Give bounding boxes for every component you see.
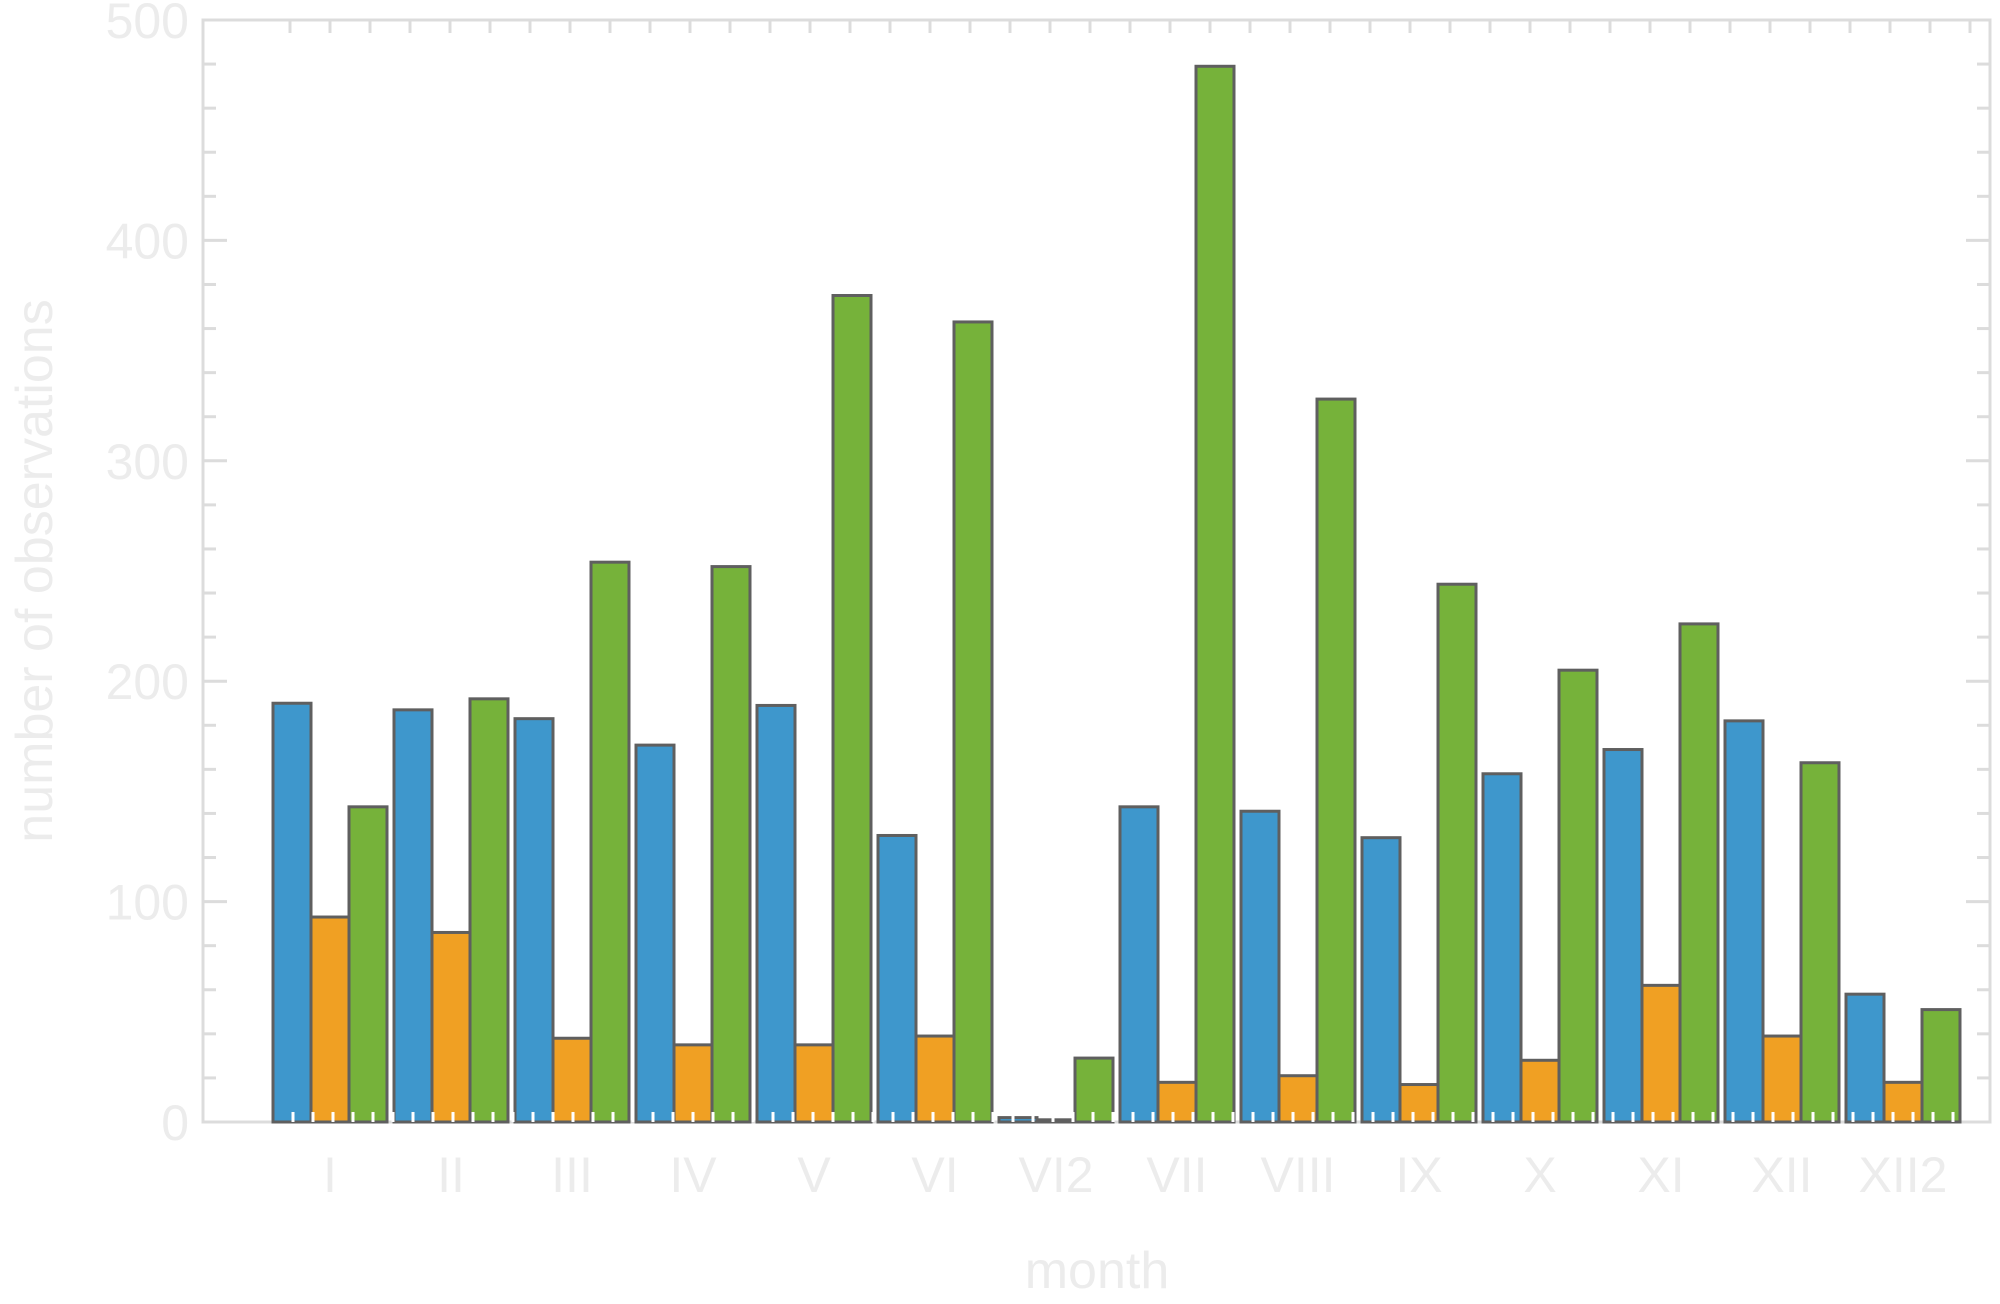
- bar: [392, 708, 434, 1124]
- x-tick-label: V: [797, 1147, 831, 1203]
- y-axis: 0 100 200 300 400 500: [106, 0, 1990, 1151]
- y-tick-label: 200: [106, 654, 189, 710]
- bar: [710, 565, 752, 1124]
- x-tick-label: XII: [1751, 1147, 1812, 1203]
- y-tick-label: 500: [106, 0, 189, 49]
- x-minor-ticks: [291, 1112, 1955, 1122]
- bar: [1640, 983, 1682, 1124]
- bar: [430, 930, 472, 1124]
- x-tick-label: IX: [1395, 1147, 1442, 1203]
- bar: [1602, 748, 1644, 1124]
- x-axis-title: month: [1025, 1242, 1170, 1300]
- bar: [589, 560, 631, 1124]
- bar: [1557, 668, 1599, 1124]
- bar: [914, 1034, 956, 1124]
- bar: [1194, 64, 1236, 1124]
- bar: [1073, 1056, 1115, 1124]
- bar: [1118, 805, 1160, 1124]
- bar: [1156, 1080, 1198, 1124]
- bar: [1360, 836, 1402, 1124]
- bar: [876, 833, 918, 1124]
- bar: [1239, 809, 1281, 1124]
- x-tick-label: II: [437, 1147, 465, 1203]
- x-tick-label: I: [323, 1147, 337, 1203]
- y-tick-label: 400: [106, 213, 189, 269]
- bar: [1920, 1008, 1962, 1124]
- bar: [1277, 1074, 1319, 1124]
- bar: [1761, 1034, 1803, 1124]
- bar: [755, 703, 797, 1124]
- bar: [309, 915, 351, 1124]
- bar: [634, 743, 676, 1124]
- bar: [1519, 1058, 1561, 1124]
- bar: [672, 1043, 714, 1124]
- y-tick-label: 100: [106, 875, 189, 931]
- bar: [468, 697, 510, 1124]
- bar: [1882, 1080, 1924, 1124]
- bars-group: [271, 64, 1962, 1124]
- bar: [1315, 397, 1357, 1124]
- bar: [1035, 1118, 1077, 1124]
- x-tick-label: III: [551, 1147, 593, 1203]
- bar: [347, 805, 389, 1124]
- bar: [793, 1043, 835, 1124]
- x-tick-label: IV: [669, 1147, 717, 1203]
- bar: [997, 1116, 1039, 1124]
- bar: [1481, 772, 1523, 1124]
- y-tick-label: 300: [106, 434, 189, 490]
- bar: [513, 717, 555, 1124]
- y-tick-label: 0: [161, 1095, 189, 1151]
- bar: [551, 1036, 593, 1124]
- x-tick-label: VI: [911, 1147, 958, 1203]
- bar: [271, 701, 313, 1124]
- y-axis-title: number of observations: [6, 299, 64, 842]
- x-tick-label: VI2: [1018, 1147, 1093, 1203]
- bar: [831, 294, 873, 1124]
- bar: [1844, 992, 1886, 1124]
- bar: [1723, 719, 1765, 1124]
- x-tick-label: XI: [1637, 1147, 1684, 1203]
- bar: [1799, 761, 1841, 1124]
- x-tick-label: VIII: [1260, 1147, 1335, 1203]
- bar: [952, 320, 994, 1124]
- x-axis: I II III IV V VI VI2 VII VIII IX X XI XII XII2: [288, 20, 1972, 1203]
- x-tick-label: X: [1523, 1147, 1556, 1203]
- x-tick-label: VII: [1146, 1147, 1207, 1203]
- bar: [1678, 622, 1720, 1124]
- bar: [1436, 582, 1478, 1124]
- x-tick-label: XII2: [1859, 1147, 1948, 1203]
